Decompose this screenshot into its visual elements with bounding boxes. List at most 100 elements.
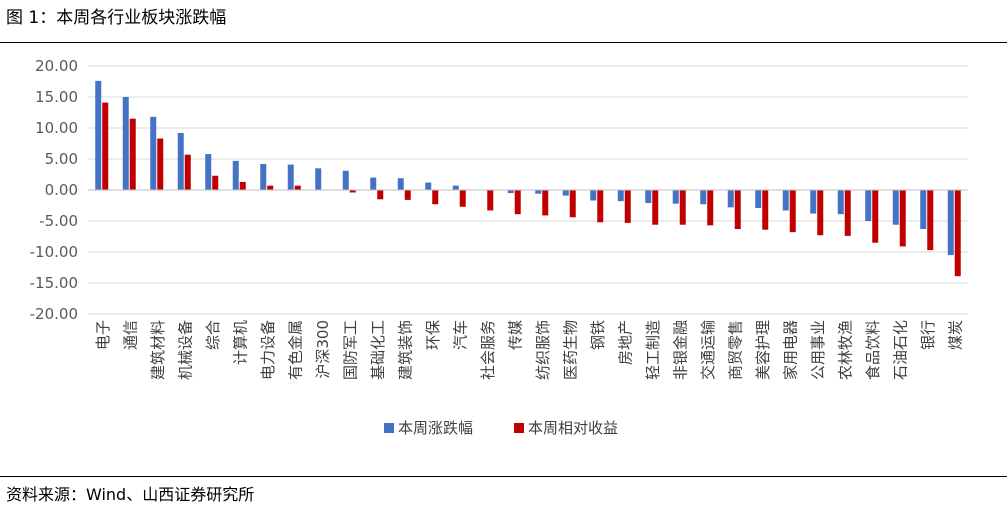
y-tick-label: -5.00 xyxy=(39,212,78,230)
bar-relative-return xyxy=(514,190,521,215)
x-category-label: 房地产 xyxy=(616,320,634,365)
x-category-label: 社会服务 xyxy=(479,320,497,380)
bar-relative-return xyxy=(157,138,164,190)
x-category-label: 煤炭 xyxy=(946,320,964,350)
y-tick-label: 15.00 xyxy=(35,88,78,106)
bar-weekly-change xyxy=(452,185,459,190)
source-note: 资料来源：Wind、山西证券研究所 xyxy=(6,485,255,504)
x-category-label: 沪深300 xyxy=(314,320,332,379)
bar-weekly-change xyxy=(562,190,569,196)
bar-weekly-change xyxy=(782,190,789,211)
bar-relative-return xyxy=(872,190,879,243)
y-axis-tick-labels: 20.00 15.00 10.00 5.00 0.00 -5.00 -10.00 -15.00… xyxy=(30,57,78,323)
x-category-label: 公用事业 xyxy=(809,320,827,380)
bar-relative-return xyxy=(597,190,604,223)
bar-weekly-change xyxy=(810,190,817,214)
x-category-label: 家用电器 xyxy=(781,320,799,380)
x-category-label: 建筑装饰 xyxy=(396,320,414,380)
bar-weekly-change xyxy=(370,177,377,190)
figure-title: 图 1：本周各行业板块涨跌幅 xyxy=(6,8,227,28)
x-category-label: 机械设备 xyxy=(176,320,194,380)
x-category-label: 环保 xyxy=(424,320,442,350)
x-category-label: 综合 xyxy=(204,320,222,350)
bar-weekly-change xyxy=(837,190,844,215)
bar-relative-return xyxy=(789,190,796,233)
x-category-label: 医药生物 xyxy=(561,320,579,380)
bar-relative-return xyxy=(707,190,714,226)
x-category-label: 食品饮料 xyxy=(864,320,882,380)
bar-weekly-change xyxy=(755,190,762,208)
bar-relative-return xyxy=(569,190,576,218)
bar-weekly-change xyxy=(920,190,927,230)
bar-relative-return xyxy=(487,190,494,211)
bar-weekly-change xyxy=(205,154,212,190)
bar-relative-return xyxy=(762,190,769,230)
x-category-label: 轻工制造 xyxy=(644,320,662,380)
bar-relative-return xyxy=(212,175,219,190)
bar-relative-return xyxy=(817,190,824,236)
x-category-label: 电力设备 xyxy=(259,320,277,380)
bar-relative-return xyxy=(927,190,934,251)
x-category-label: 电子 xyxy=(94,320,112,350)
bar-weekly-change xyxy=(700,190,707,205)
bar-relative-return xyxy=(129,118,136,190)
x-category-label: 商贸零售 xyxy=(726,320,744,380)
bar-relative-return xyxy=(679,190,686,225)
y-tick-label: -15.00 xyxy=(30,274,78,292)
bar-weekly-change xyxy=(727,190,734,208)
legend-swatch xyxy=(514,423,524,433)
legend-label: 本周涨跌幅 xyxy=(398,419,473,437)
x-category-label: 交通运输 xyxy=(699,320,717,380)
bar-relative-return xyxy=(954,190,961,277)
y-tick-label: 20.00 xyxy=(35,57,78,75)
bar-relative-return xyxy=(734,190,741,230)
x-category-label: 国防军工 xyxy=(341,320,359,380)
bar-weekly-change xyxy=(150,116,157,190)
bar-weekly-change xyxy=(342,170,349,190)
bar-relative-return xyxy=(404,190,411,200)
bar-weekly-change xyxy=(232,160,239,190)
bar-weekly-change xyxy=(617,190,624,202)
y-tick-label: 0.00 xyxy=(45,181,78,199)
bar-weekly-change xyxy=(260,163,267,190)
bar-weekly-change xyxy=(535,190,542,194)
x-category-label: 传媒 xyxy=(506,320,524,350)
x-category-label: 通信 xyxy=(121,320,139,350)
bar-weekly-change xyxy=(507,190,514,194)
top-rule xyxy=(0,42,1007,43)
bar-weekly-change xyxy=(892,190,899,225)
x-category-label: 建筑材料 xyxy=(149,320,167,380)
industry-bar-chart: 20.00 15.00 10.00 5.00 0.00 -5.00 -10.00 -15.00… xyxy=(30,57,968,437)
y-tick-label: -10.00 xyxy=(30,243,78,261)
x-category-label: 汽车 xyxy=(451,320,469,350)
bar-weekly-change xyxy=(865,190,872,221)
bar-relative-return xyxy=(542,190,549,216)
x-axis-category-labels: 电子 通信 建筑材料 机械设备 综合 计算机 电力设备 有色金属 沪深300 国防军工 基础化工 建筑… xyxy=(94,320,965,380)
x-category-label: 银行 xyxy=(919,320,937,350)
bar-weekly-change xyxy=(95,80,102,190)
x-category-label: 石油石化 xyxy=(891,320,909,380)
bar-weekly-change xyxy=(397,178,404,190)
x-category-label: 计算机 xyxy=(231,320,249,365)
legend: 本周涨跌幅 本周相对收益 xyxy=(384,419,618,437)
bar-weekly-change xyxy=(645,190,652,204)
bar-weekly-change xyxy=(425,182,432,190)
bar-relative-return xyxy=(624,190,631,223)
bar-relative-return xyxy=(377,190,384,200)
y-tick-label: 10.00 xyxy=(35,119,78,137)
bar-relative-return xyxy=(102,102,109,190)
y-tick-label: -20.00 xyxy=(30,305,78,323)
bar-relative-return xyxy=(267,185,274,190)
x-category-label: 钢铁 xyxy=(589,320,607,350)
bar-weekly-change xyxy=(947,190,954,256)
bottom-rule xyxy=(0,476,1007,477)
bar-relative-return xyxy=(184,154,191,190)
x-category-label: 纺织服饰 xyxy=(534,320,552,380)
bar-relative-return xyxy=(294,185,301,190)
x-category-label: 美容护理 xyxy=(754,320,772,380)
bar-relative-return xyxy=(239,181,246,190)
legend-label: 本周相对收益 xyxy=(528,419,618,437)
bar-relative-return xyxy=(899,190,906,247)
bars xyxy=(95,80,961,277)
x-category-label: 有色金属 xyxy=(286,320,304,380)
